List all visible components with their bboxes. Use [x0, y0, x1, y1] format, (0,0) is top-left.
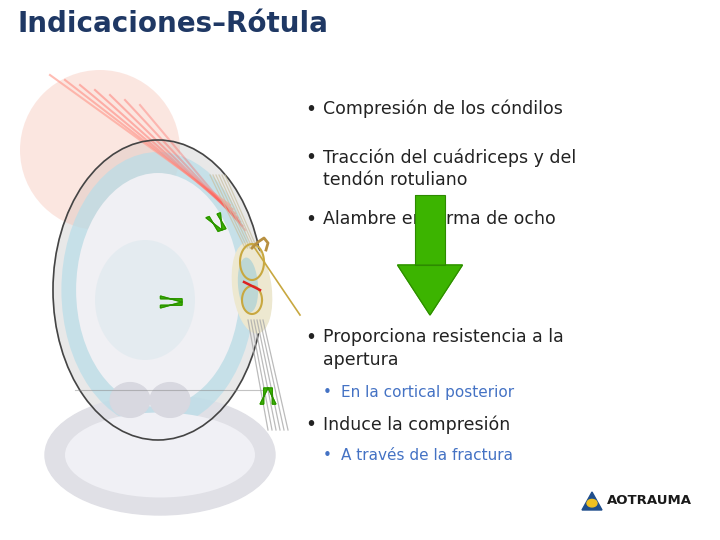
Ellipse shape	[65, 413, 255, 497]
Text: •: •	[305, 415, 316, 434]
Text: Tracción del cuádriceps y del
tendón rotuliano: Tracción del cuádriceps y del tendón rot…	[323, 148, 576, 190]
Ellipse shape	[95, 240, 195, 360]
Circle shape	[587, 500, 597, 507]
FancyArrow shape	[206, 213, 226, 231]
Ellipse shape	[76, 173, 240, 407]
FancyArrow shape	[161, 296, 182, 308]
Ellipse shape	[110, 382, 150, 417]
Text: Indicaciones–Rótula: Indicaciones–Rótula	[18, 10, 329, 38]
Text: •: •	[305, 328, 316, 347]
Text: •: •	[323, 385, 332, 400]
Text: AOTRAUMA: AOTRAUMA	[607, 495, 692, 508]
Text: •: •	[305, 148, 316, 167]
Ellipse shape	[61, 152, 255, 428]
Ellipse shape	[150, 382, 190, 417]
Text: Alambre en forma de ocho: Alambre en forma de ocho	[323, 210, 556, 228]
Text: En la cortical posterior: En la cortical posterior	[341, 385, 514, 400]
Ellipse shape	[20, 70, 180, 230]
Text: •: •	[305, 210, 316, 229]
Ellipse shape	[53, 140, 263, 440]
Text: •: •	[323, 448, 332, 463]
Text: Compresión de los cóndilos: Compresión de los cóndilos	[323, 100, 563, 118]
FancyBboxPatch shape	[415, 195, 445, 265]
FancyArrow shape	[260, 388, 276, 404]
Text: Proporciona resistencia a la
apertura: Proporciona resistencia a la apertura	[323, 328, 564, 369]
Ellipse shape	[45, 395, 275, 515]
Ellipse shape	[233, 243, 271, 333]
Text: Induce la compresión: Induce la compresión	[323, 415, 510, 434]
Text: A través de la fractura: A través de la fractura	[341, 448, 513, 463]
Polygon shape	[582, 492, 602, 510]
Ellipse shape	[238, 258, 258, 313]
Text: •: •	[305, 100, 316, 119]
Polygon shape	[397, 265, 462, 315]
